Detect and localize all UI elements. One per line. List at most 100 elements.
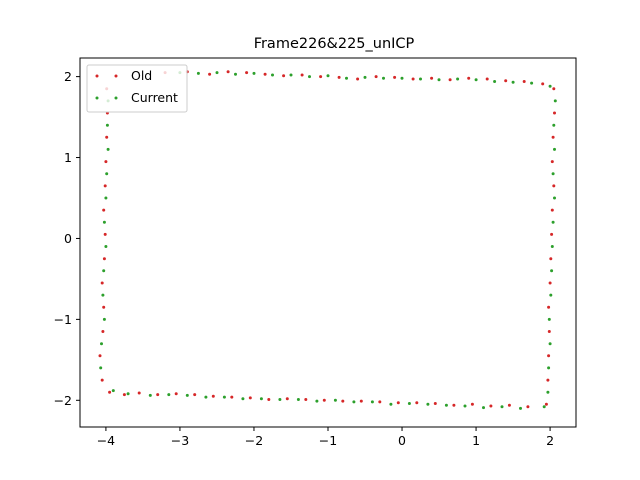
point-old <box>304 398 308 401</box>
point-current <box>241 397 245 401</box>
point-current <box>493 80 497 83</box>
point-current <box>289 73 293 77</box>
point-current <box>550 269 554 273</box>
point-current <box>148 393 152 397</box>
point-current <box>370 400 374 404</box>
point-current <box>553 196 556 200</box>
chart-title: Frame226&225_unICP <box>254 36 415 52</box>
point-current <box>104 245 108 248</box>
point-old <box>104 160 108 164</box>
point-old <box>548 281 552 285</box>
point-old <box>522 80 526 83</box>
point-old <box>108 390 112 394</box>
point-current <box>419 77 422 81</box>
x-tick-label: −4 <box>97 433 115 448</box>
point-current <box>482 406 485 410</box>
point-current <box>551 220 555 224</box>
point-old <box>467 76 471 80</box>
y-tick-label: 1 <box>64 150 72 165</box>
point-old <box>337 75 341 79</box>
point-old <box>156 393 160 397</box>
point-old <box>230 395 234 399</box>
point-old <box>103 184 107 188</box>
point-current <box>444 403 448 407</box>
point-current <box>204 395 208 399</box>
point-old <box>102 305 106 309</box>
point-current <box>382 76 385 80</box>
point-old <box>549 257 553 261</box>
y-tick-label: −1 <box>54 312 72 327</box>
point-old <box>553 111 556 115</box>
point-current <box>105 172 109 176</box>
point-old <box>470 402 474 406</box>
legend-label-old: Old <box>131 68 152 83</box>
point-old <box>552 87 556 91</box>
point-current <box>99 366 103 370</box>
point-current <box>542 405 546 409</box>
point-old <box>319 75 323 79</box>
point-old <box>285 397 289 401</box>
point-current <box>553 99 557 103</box>
point-old <box>100 281 104 285</box>
legend-box <box>86 64 188 113</box>
point-current <box>259 397 263 401</box>
x-axis: −4 −3 −2 −1 0 1 2 <box>97 427 554 448</box>
legend-marker-current <box>114 96 118 100</box>
legend: Old Current <box>86 64 188 113</box>
legend-marker-current <box>95 96 99 100</box>
x-tick-label: 2 <box>546 433 554 448</box>
point-current <box>551 172 555 176</box>
x-tick-label: 1 <box>472 433 480 448</box>
point-old <box>359 399 363 403</box>
point-old <box>101 330 105 333</box>
point-current <box>500 405 504 409</box>
point-old <box>550 232 554 236</box>
point-current <box>222 395 226 399</box>
point-old <box>415 401 419 405</box>
point-old <box>248 396 252 400</box>
point-current <box>511 80 515 84</box>
point-old <box>100 378 104 382</box>
point-current <box>547 366 551 370</box>
point-old <box>507 403 511 407</box>
point-current <box>352 400 356 404</box>
point-old <box>102 208 106 212</box>
point-old <box>208 72 212 76</box>
point-old <box>211 394 215 398</box>
point-current <box>102 220 106 224</box>
point-current <box>546 390 550 394</box>
point-old <box>550 160 554 164</box>
point-current <box>106 147 110 151</box>
point-current <box>548 342 552 346</box>
point-old <box>541 82 545 86</box>
point-current <box>315 399 319 403</box>
x-tick-label: 0 <box>398 433 406 448</box>
point-current <box>407 402 411 405</box>
point-old <box>193 393 197 397</box>
x-tick-label: −2 <box>245 433 263 448</box>
point-old <box>526 405 530 409</box>
point-old <box>551 135 555 139</box>
point-old <box>489 404 493 408</box>
point-current <box>102 317 106 321</box>
point-current <box>215 71 219 75</box>
point-old <box>174 392 178 396</box>
y-tick-label: 2 <box>64 69 72 84</box>
point-current <box>185 393 189 397</box>
point-old <box>300 73 304 77</box>
x-tick-label: −1 <box>319 433 337 448</box>
point-current <box>278 398 282 401</box>
point-old <box>356 77 360 81</box>
legend-label-current: Current <box>131 90 178 105</box>
point-old <box>245 71 249 75</box>
point-old <box>485 77 489 81</box>
point-current <box>101 293 105 297</box>
point-current <box>463 404 467 408</box>
legend-marker-old <box>95 74 99 78</box>
point-old <box>544 402 548 406</box>
y-tick-label: 0 <box>64 231 72 246</box>
point-current <box>519 406 522 410</box>
point-current <box>363 75 367 79</box>
point-old <box>137 391 141 395</box>
point-old <box>105 135 109 139</box>
